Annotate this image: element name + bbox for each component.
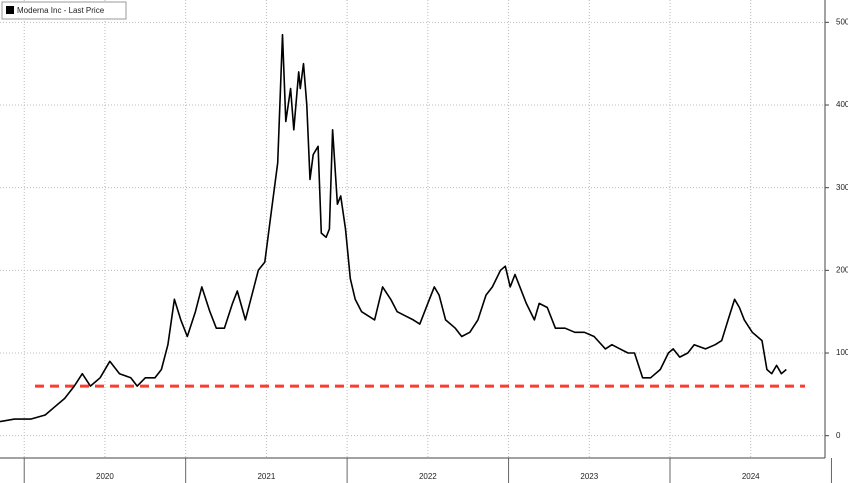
y-tick-label: 200: [836, 265, 848, 274]
x-tick-label: 2022: [419, 472, 437, 481]
y-tick-label: 500: [836, 17, 848, 26]
x-tick-label: 2021: [257, 472, 275, 481]
legend-label: Moderna Inc - Last Price: [17, 6, 105, 15]
price-line: [0, 33, 787, 423]
y-tick-label: 0: [836, 431, 841, 440]
y-tick-label: 300: [836, 183, 848, 192]
x-tick-label: 2020: [96, 472, 114, 481]
y-tick-label: 100: [836, 348, 848, 357]
x-tick-label: 2024: [742, 472, 760, 481]
x-tick-label: 2023: [580, 472, 598, 481]
y-tick-label: 400: [836, 100, 848, 109]
legend-swatch: [6, 6, 14, 14]
legend-box: [1, 1, 127, 20]
